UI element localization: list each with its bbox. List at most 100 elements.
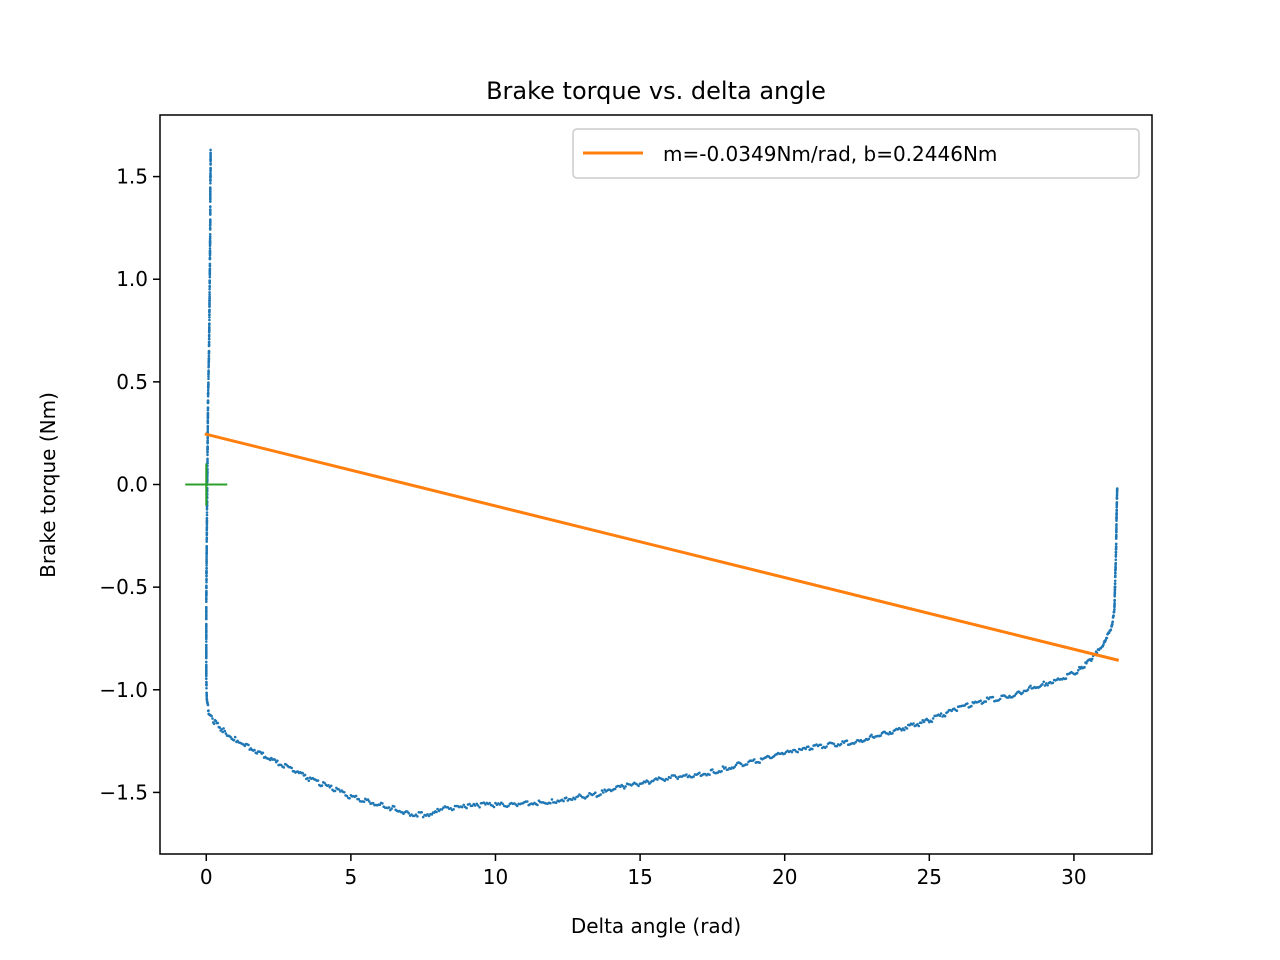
scatter-point bbox=[205, 656, 208, 660]
scatter-point bbox=[1113, 598, 1116, 602]
scatter-point bbox=[253, 748, 256, 752]
scatter-point bbox=[205, 680, 208, 684]
scatter-point bbox=[1107, 631, 1111, 635]
scatter-point bbox=[205, 637, 208, 641]
scatter-point bbox=[207, 344, 211, 348]
scatter-point bbox=[420, 811, 424, 814]
scatter-point bbox=[212, 722, 216, 725]
scatter-point bbox=[926, 718, 930, 722]
x-tick-label: 30 bbox=[1061, 865, 1086, 889]
scatter-point bbox=[1114, 553, 1118, 556]
scatter-point bbox=[205, 660, 208, 664]
scatter-point bbox=[206, 430, 209, 434]
scatter-point bbox=[621, 785, 625, 788]
scatter-point bbox=[819, 743, 823, 747]
scatter-point bbox=[214, 719, 218, 723]
scatter-point bbox=[205, 645, 208, 649]
scatter-point bbox=[720, 769, 723, 773]
scatter-point bbox=[955, 709, 959, 712]
scatter-point bbox=[832, 742, 836, 746]
scatter-point bbox=[327, 784, 330, 787]
scatter-point bbox=[807, 745, 810, 748]
scatter-point bbox=[209, 205, 212, 209]
scatter-point bbox=[209, 190, 212, 194]
scatter-point bbox=[867, 737, 871, 741]
scatter-point bbox=[1115, 530, 1118, 534]
scatter-point bbox=[970, 704, 973, 708]
scatter-point bbox=[390, 807, 393, 810]
scatter-point bbox=[1114, 562, 1117, 565]
scatter-point bbox=[796, 750, 799, 754]
scatter-point bbox=[208, 327, 211, 331]
scatter-point bbox=[208, 291, 211, 294]
scatter-point bbox=[984, 700, 988, 703]
scatter-point bbox=[1115, 526, 1118, 530]
scatter-point bbox=[205, 635, 208, 639]
scatter-point bbox=[465, 806, 468, 810]
scatter-point bbox=[565, 796, 568, 799]
scatter-point bbox=[303, 773, 307, 777]
scatter-point bbox=[205, 564, 208, 567]
scatter-point bbox=[790, 750, 794, 754]
scatter-point bbox=[721, 765, 725, 768]
scatter-point bbox=[870, 733, 873, 737]
scatter-point bbox=[206, 428, 210, 432]
scatter-point bbox=[1112, 614, 1115, 617]
scatter-point bbox=[273, 758, 277, 762]
scatter-point bbox=[804, 747, 807, 751]
scatter-point bbox=[208, 235, 212, 238]
scatter-point bbox=[1026, 688, 1030, 691]
scatter-point bbox=[811, 747, 814, 751]
scatter-point bbox=[1051, 681, 1055, 685]
scatter-point bbox=[473, 804, 477, 807]
scatter-point bbox=[209, 163, 212, 166]
scatter-point bbox=[207, 709, 210, 712]
plot-area bbox=[185, 148, 1120, 819]
scatter-point bbox=[206, 426, 210, 430]
legend-box bbox=[572, 128, 1140, 179]
scatter-point bbox=[435, 810, 438, 814]
scatter-point bbox=[206, 421, 210, 425]
scatter-point bbox=[1111, 623, 1114, 626]
scatter-point bbox=[205, 505, 209, 508]
scatter-point bbox=[887, 732, 890, 736]
scatter-point bbox=[991, 695, 995, 699]
scatter-point bbox=[205, 677, 208, 680]
y-tick-label: 0.0 bbox=[116, 473, 148, 497]
y-tick-label: −1.0 bbox=[99, 678, 148, 702]
scatter-point bbox=[1029, 684, 1032, 688]
scatter-point bbox=[905, 727, 909, 730]
scatter-point bbox=[207, 337, 211, 340]
legend: m=-0.0349Nm/rad, b=0.2446Nm bbox=[572, 128, 1140, 179]
scatter-point bbox=[205, 578, 208, 582]
scatter-point bbox=[1115, 487, 1119, 490]
scatter-point bbox=[206, 703, 210, 707]
scatter-point bbox=[205, 533, 209, 537]
scatter-point bbox=[939, 712, 943, 715]
scatter-point bbox=[938, 714, 942, 717]
scatter-point bbox=[594, 791, 597, 794]
scatter-point bbox=[208, 313, 211, 317]
scatter-point bbox=[209, 157, 212, 161]
y-tick-label: −1.5 bbox=[99, 780, 148, 804]
scatter-point bbox=[206, 388, 210, 392]
scatter-point bbox=[208, 310, 211, 314]
scatter-point bbox=[1115, 533, 1118, 536]
scatter-point bbox=[208, 254, 212, 257]
scatter-point bbox=[205, 668, 208, 672]
scatter-point bbox=[209, 211, 212, 214]
scatter-point bbox=[333, 789, 337, 793]
scatter-point bbox=[427, 814, 431, 818]
scatter-point bbox=[586, 794, 590, 798]
scatter-point bbox=[708, 773, 711, 776]
scatter-point bbox=[307, 779, 311, 782]
scatter-point bbox=[205, 562, 208, 565]
scatter-point bbox=[362, 800, 366, 803]
scatter-point bbox=[1115, 492, 1119, 496]
scatter-point bbox=[205, 566, 208, 570]
scatter-point bbox=[698, 771, 701, 775]
scatter-point bbox=[692, 775, 695, 778]
scatter-point bbox=[329, 784, 333, 788]
scatter-point bbox=[501, 802, 505, 806]
scatter-point bbox=[549, 801, 552, 805]
